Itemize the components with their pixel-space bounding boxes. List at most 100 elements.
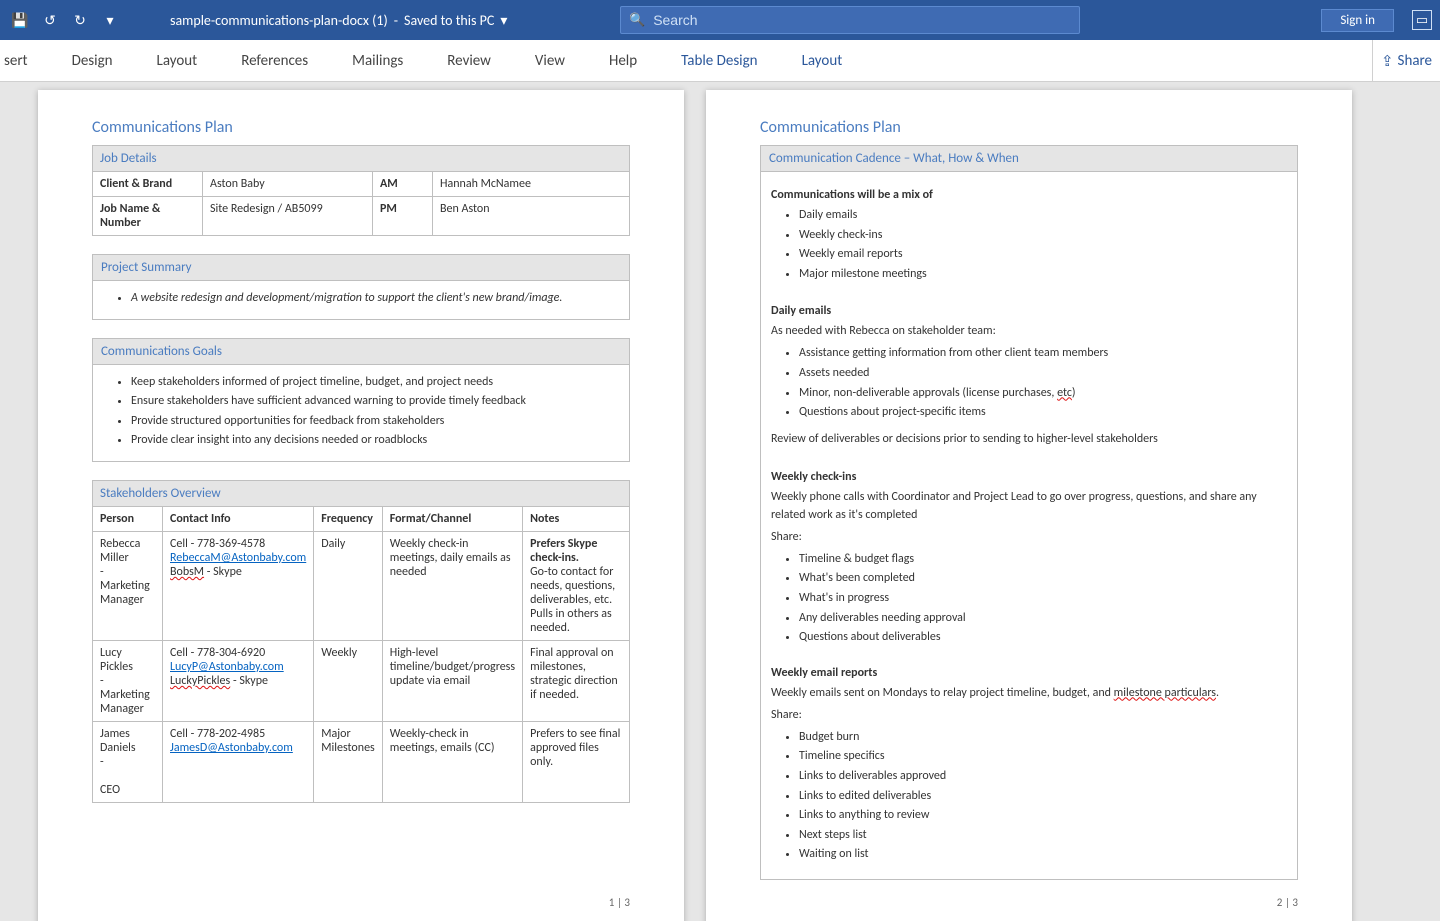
qat-customize-icon[interactable]: ▾ [98, 8, 122, 32]
project-summary-item: A website redesign and development/migra… [131, 289, 619, 308]
table-row[interactable]: Lucy Pickles - Marketing Manager Cell - … [93, 640, 630, 721]
share-icon: ⇪ [1381, 52, 1394, 71]
titlebar-right: Sign in ▭ [1321, 9, 1432, 32]
list-item: Weekly email reports [799, 245, 1287, 264]
table-row[interactable]: Job Name & Number Site Redesign / AB5099… [93, 197, 630, 236]
cell-person: James Daniels - CEO [93, 721, 163, 802]
share-label: Share: [771, 706, 1287, 724]
list-item: Major milestone meetings [799, 265, 1287, 284]
cell-label: PM [373, 197, 433, 236]
col-notes: Notes [523, 506, 630, 531]
save-status[interactable]: Saved to this PC [404, 12, 494, 29]
signin-button[interactable]: Sign in [1321, 9, 1394, 32]
stakeholders-table[interactable]: Stakeholders Overview Person Contact Inf… [92, 480, 630, 803]
weekly-reports-title: Weekly email reports [771, 666, 1287, 680]
cell-value: Aston Baby [203, 172, 373, 197]
weekly-checkins-desc: Weekly phone calls with Coordinator and … [771, 488, 1287, 524]
tab-design[interactable]: Design [50, 42, 135, 80]
goals-list: Keep stakeholders informed of project ti… [103, 373, 619, 450]
list-item: Questions about project-specific items [799, 403, 1287, 422]
document-page-1[interactable]: Communications Plan Job Details Client &… [38, 90, 684, 921]
job-details-header: Job Details [93, 146, 630, 172]
cell-value: Ben Aston [433, 197, 630, 236]
project-summary-box[interactable]: A website redesign and development/migra… [92, 281, 630, 320]
list-item: Timeline & budget flags [799, 550, 1287, 569]
cell-notes: Prefers to see final approved files only… [523, 721, 630, 802]
table-row[interactable]: Client & Brand Aston Baby AM Hannah McNa… [93, 172, 630, 197]
daily-emails-review: Review of deliverables or decisions prio… [771, 430, 1287, 448]
tab-table-layout[interactable]: Layout [780, 42, 865, 80]
share-button[interactable]: ⇪ Share [1372, 40, 1440, 82]
cell-frequency: Major Milestones [314, 721, 383, 802]
page-title: Communications Plan [760, 118, 1298, 137]
list-item: Daily emails [799, 206, 1287, 225]
redo-icon[interactable]: ↻ [68, 8, 92, 32]
list-item: Assistance getting information from othe… [799, 344, 1287, 363]
save-status-dropdown-icon[interactable]: ▾ [500, 12, 507, 29]
document-area[interactable]: Communications Plan Job Details Client &… [0, 82, 1440, 921]
list-item: Links to deliverables approved [799, 767, 1287, 786]
list-item: Assets needed [799, 364, 1287, 383]
skype-name: BobsM [170, 565, 204, 579]
email-link[interactable]: LucyP@Astonbaby.com [170, 660, 284, 674]
cell-label: Job Name & Number [93, 197, 203, 236]
title-separator: - [394, 12, 398, 29]
cell-notes: Final approval on milestones, strategic … [523, 640, 630, 721]
cell-person: Lucy Pickles - Marketing Manager [93, 640, 163, 721]
tab-review[interactable]: Review [425, 42, 513, 80]
list-item: Waiting on list [799, 845, 1287, 864]
list-item: Budget burn [799, 728, 1287, 747]
search-box[interactable]: 🔍 [620, 6, 1080, 34]
list-item: Keep stakeholders informed of project ti… [131, 373, 619, 392]
weekly-reports-list: Budget burn Timeline specifics Links to … [771, 728, 1287, 864]
table-row[interactable]: Rebecca Miller - Marketing Manager Cell … [93, 531, 630, 640]
quick-access-toolbar: 💾 ↺ ↻ ▾ [8, 8, 122, 32]
tab-layout[interactable]: Layout [135, 42, 220, 80]
tab-view[interactable]: View [513, 42, 587, 80]
list-item: Links to anything to review [799, 806, 1287, 825]
col-format: Format/Channel [382, 506, 522, 531]
share-label: Share [1398, 52, 1432, 70]
cell-value: Site Redesign / AB5099 [203, 197, 373, 236]
cell-contact: Cell - 778-202-4985 JamesD@Astonbaby.com [163, 721, 314, 802]
daily-emails-intro: As needed with Rebecca on stakeholder te… [771, 322, 1287, 340]
document-page-2[interactable]: Communications Plan Communication Cadenc… [706, 90, 1352, 921]
list-item: Provide clear insight into any decisions… [131, 431, 619, 450]
weekly-reports-desc: Weekly emails sent on Mondays to relay p… [771, 684, 1287, 702]
goals-box[interactable]: Keep stakeholders informed of project ti… [92, 365, 630, 462]
list-item: Ensure stakeholders have sufficient adva… [131, 392, 619, 411]
job-details-table[interactable]: Job Details Client & Brand Aston Baby AM… [92, 145, 630, 236]
cell-value: Hannah McNamee [433, 172, 630, 197]
list-item: Provide structured opportunities for fee… [131, 412, 619, 431]
cell-frequency: Weekly [314, 640, 383, 721]
mix-list: Daily emails Weekly check-ins Weekly ema… [771, 206, 1287, 283]
search-input[interactable] [653, 12, 1071, 28]
list-item: Next steps list [799, 826, 1287, 845]
cell-format: Weekly check-in meetings, daily emails a… [382, 531, 522, 640]
page-number: 1 | 3 [609, 896, 630, 909]
email-link[interactable]: RebeccaM@Astonbaby.com [170, 551, 306, 565]
cell-format: Weekly-check in meetings, emails (CC) [382, 721, 522, 802]
tab-insert[interactable]: sert [0, 42, 50, 80]
tab-mailings[interactable]: Mailings [330, 42, 425, 80]
cadence-box[interactable]: Communications will be a mix of Daily em… [760, 172, 1298, 880]
col-contact: Contact Info [163, 506, 314, 531]
daily-emails-list: Assistance getting information from othe… [771, 344, 1287, 421]
table-row[interactable]: James Daniels - CEO Cell - 778-202-4985 … [93, 721, 630, 802]
email-link[interactable]: JamesD@Astonbaby.com [170, 741, 293, 755]
list-item: Questions about deliverables [799, 628, 1287, 647]
page-title: Communications Plan [92, 118, 630, 137]
document-title-area: sample-communications-plan-docx (1) - Sa… [170, 12, 507, 29]
tab-table-design[interactable]: Table Design [659, 42, 779, 80]
tab-help[interactable]: Help [587, 42, 659, 80]
list-item: Links to edited deliverables [799, 787, 1287, 806]
cell-format: High-level timeline/budget/progress upda… [382, 640, 522, 721]
goals-header: Communications Goals [92, 338, 630, 365]
list-item: Any deliverables needing approval [799, 609, 1287, 628]
save-icon[interactable]: 💾 [8, 8, 32, 32]
cell-contact: Cell - 778-304-6920 LucyP@Astonbaby.com … [163, 640, 314, 721]
col-person: Person [93, 506, 163, 531]
ribbon-display-options-icon[interactable]: ▭ [1412, 10, 1432, 30]
tab-references[interactable]: References [219, 42, 330, 80]
undo-icon[interactable]: ↺ [38, 8, 62, 32]
